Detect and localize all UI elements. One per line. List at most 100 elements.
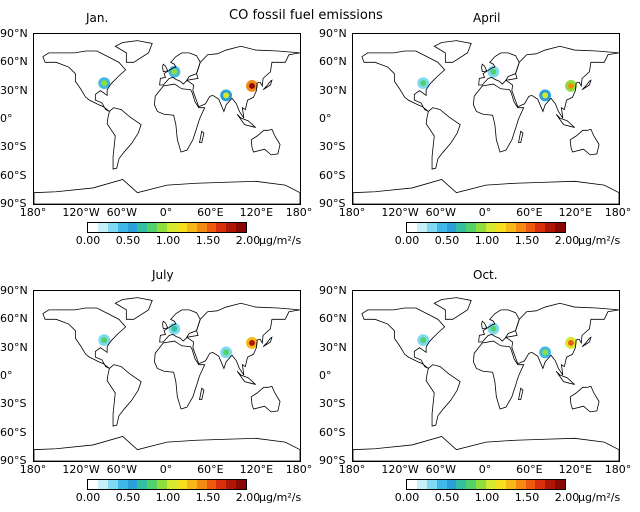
colorbar-segment [97,480,108,489]
coastline-madagascar [199,130,205,144]
latitude-tick-label: 60°S [319,168,346,182]
longitude-tick-label: 0° [159,206,173,219]
latitude-tick-label: 30°N [0,340,28,354]
latitude-tick-label: 0° [0,112,13,125]
coastline-uk [481,320,488,330]
colorbar-segment [236,223,246,232]
colorbar-segment [505,480,516,489]
emission-hotspot [101,337,108,344]
coastline-australia [250,385,281,413]
panel-title: Jan. [86,11,109,25]
coastline-europe [159,309,201,343]
latitude-tick-label: 90°S [0,454,27,467]
coastline-australia [569,128,600,156]
colorbar-segment [216,480,227,489]
colorbar-segment [176,480,187,489]
colorbar-tick-label: 0.50 [115,491,141,504]
latitude-tick-label: 90°S [0,197,27,210]
coastline-greenland [114,40,153,63]
colorbar-segment [495,223,506,232]
colorbar-segment [495,480,506,489]
colorbar-tick-label: 2.00 [554,234,580,247]
colorbar-segment [505,223,516,232]
latitude-tick-label: 0° [0,369,13,382]
emission-hotspot [249,82,255,89]
longitude-tick-label: 0° [478,463,492,476]
colorbar-segment [446,480,457,489]
coastline-japan [262,336,273,348]
coastline-greenland [433,297,472,320]
longitude-tick-label: 180° [285,206,313,219]
colorbar-segment [525,480,536,489]
coastline-south-america [425,364,461,427]
colorbar-tick-label: 0.00 [75,234,101,247]
colorbar-segment [147,223,158,232]
latitude-tick-label: 90°N [0,284,28,297]
colorbar-segment [416,223,427,232]
latitude-tick-label: 60°S [0,425,27,439]
figure-title: CO fossil fuel emissions [229,8,383,23]
colorbar-segment [137,480,148,489]
emission-hotspot [420,80,427,87]
colorbar-segment [196,480,207,489]
colorbar-tick-label: 1.50 [514,491,540,504]
colorbar-segment [436,480,447,489]
colorbar-segment [157,223,167,232]
coastline-greenland [433,40,472,63]
longitude-tick-label: 0° [478,206,492,219]
longitude-tick-label: 180° [338,206,366,219]
colorbar-tick-label: 0.50 [434,234,460,247]
colorbar-segment [535,223,546,232]
coastline-north-america [361,50,446,112]
latitude-tick-label: 30°S [0,397,27,411]
emission-hotspot [171,68,178,75]
emission-hotspot [490,68,497,75]
colorbar-segment [456,480,467,489]
longitude-tick-label: 120°W [381,463,419,476]
latitude-tick-label: 0° [319,112,332,125]
coastline-europe [159,52,201,86]
colorbar-segment [456,223,467,232]
coastline-europe [478,52,520,86]
colorbar-segment [236,480,246,489]
coastline-asia [504,302,619,376]
map-panel [352,290,620,462]
coastline-indonesia [555,113,575,128]
emission-hotspot [223,92,230,99]
colorbar-segment [117,480,128,489]
world-map [34,40,300,204]
latitude-tick-label: 0° [319,369,332,382]
latitude-tick-label: 60°S [0,168,27,182]
coastline-madagascar [518,387,524,401]
colorbar-tick-label: 0.00 [75,491,101,504]
colorbar-tick-label: 0.00 [394,491,420,504]
colorbar-segment [186,223,197,232]
colorbar-segment [196,223,207,232]
colorbar-segment [416,480,427,489]
coastline-africa [154,83,206,153]
colorbar-tick-label: 0.50 [434,491,460,504]
colorbar-segment [167,480,177,489]
world-map [353,297,619,461]
colorbar-segment [107,480,118,489]
colorbar-segment [88,480,98,489]
colorbar-segment [555,480,565,489]
colorbar-segment [436,223,447,232]
emission-hotspot [171,325,178,332]
emission-hotspot [568,82,574,89]
longitude-tick-label: 120°E [558,206,593,219]
panel-title: April [473,11,501,25]
longitude-tick-label: 120°W [62,463,100,476]
longitude-tick-label: 60°W [106,463,138,476]
latitude-tick-label: 30°S [319,140,346,154]
colorbar-segment [97,223,108,232]
latitude-tick-label: 90°S [319,454,346,467]
colorbar-segment [545,480,556,489]
coastline-south-america [425,107,461,170]
latitude-tick-label: 90°N [319,27,347,40]
longitude-tick-label: 120°W [381,206,419,219]
colorbar-segment [426,480,437,489]
colorbar-tick-label: 1.00 [155,491,181,504]
colorbar [87,222,247,233]
coastline-madagascar [518,130,524,144]
